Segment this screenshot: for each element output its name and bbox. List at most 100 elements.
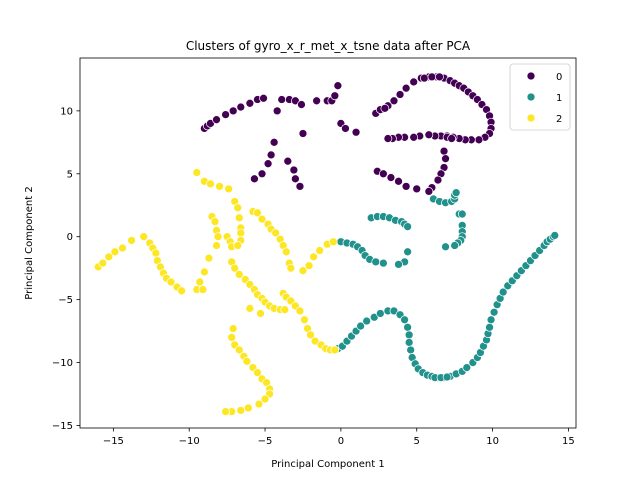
y-axis-label: Principal Component 2 xyxy=(24,186,35,299)
scatter-point-cluster-1-8 xyxy=(379,258,388,268)
legend-entries: 0 1 2 xyxy=(526,71,562,125)
scatter-point-cluster-2-73 xyxy=(328,237,338,247)
scatter-point-cluster-2-99 xyxy=(260,394,270,404)
scatter-point-cluster-0-66 xyxy=(424,130,434,140)
scatter-point-cluster-1-43 xyxy=(362,316,372,326)
scatter-point-cluster-1-52 xyxy=(404,338,414,347)
legend-marker-1 xyxy=(526,92,536,102)
scatter-point-cluster-2-39 xyxy=(236,228,246,238)
scatter-point-cluster-0-24 xyxy=(295,182,305,191)
scatter-point-cluster-2-27 xyxy=(204,253,214,263)
scatter-point-cluster-2-92 xyxy=(242,356,252,366)
y-tick-label: −15 xyxy=(52,421,73,432)
scatter-point-cluster-2-100 xyxy=(254,399,264,409)
scatter-point-cluster-0-68 xyxy=(409,132,419,142)
legend-box xyxy=(509,63,571,131)
scatter-point-cluster-0-90 xyxy=(412,184,422,194)
scatter-point-cluster-2-28 xyxy=(200,267,209,277)
scatter-point-cluster-2-5 xyxy=(127,236,136,245)
scatter-point-cluster-2-70 xyxy=(309,252,318,262)
scatter-point-cluster-0-77 xyxy=(380,103,390,113)
scatter-point-cluster-2-79 xyxy=(300,315,309,325)
scatter-point-cluster-0-37 xyxy=(395,90,405,99)
scatter-point-cluster-2-31 xyxy=(198,285,208,294)
scatter-point-cluster-0-19 xyxy=(297,100,306,109)
scatter-point-cluster-2-20 xyxy=(215,182,224,191)
x-tick-label: −5 xyxy=(258,436,273,447)
x-tick-label: 5 xyxy=(414,436,420,447)
legend-label-0: 0 xyxy=(556,72,562,83)
scatter-point-cluster-2-69 xyxy=(304,261,314,270)
scatter-point-cluster-2-3 xyxy=(110,247,120,257)
scatter-point-cluster-0-25 xyxy=(312,96,321,106)
scatter-point-cluster-0-36 xyxy=(389,96,399,106)
scatter-point-cluster-1-49 xyxy=(400,315,409,325)
x-axis-label: Principal Component 1 xyxy=(271,459,384,470)
scatter-point-cluster-0-13 xyxy=(263,159,273,169)
scatter-point-cluster-1-26 xyxy=(451,188,461,198)
plot-area-frame xyxy=(79,57,577,429)
scatter-point-cluster-2-21 xyxy=(224,184,233,194)
scatter-point-cluster-0-15 xyxy=(250,174,259,184)
scatter-point-cluster-1-17 xyxy=(403,247,412,257)
scatter-point-cluster-0-88 xyxy=(394,176,403,186)
scatter-point-cluster-0-29 xyxy=(333,81,343,91)
scatter-point-cluster-0-16 xyxy=(277,95,287,104)
legend-label-2: 2 xyxy=(556,114,562,125)
scatter-point-cluster-0-75 xyxy=(435,72,444,82)
scatter-point-cluster-2-104 xyxy=(221,407,230,416)
y-axis-ticks: −15 −10 −5 0 5 10 xyxy=(52,106,80,432)
scatter-point-cluster-2-88 xyxy=(227,333,237,342)
scatter-point-cluster-0-38 xyxy=(401,83,411,93)
scatter-point-cluster-1-53 xyxy=(406,345,416,355)
scatter-point-cluster-2-36 xyxy=(233,203,243,213)
scatter-point-cluster-2-26 xyxy=(212,241,221,250)
scatter-point-cluster-0-32 xyxy=(351,127,361,137)
scatter-point-cluster-2-25 xyxy=(213,232,223,242)
scatter-point-cluster-0-11 xyxy=(269,137,279,147)
scatter-point-cluster-0-4 xyxy=(221,110,230,119)
scatter-point-cluster-2-4 xyxy=(118,243,127,253)
scatter-point-cluster-2-43 xyxy=(230,263,240,273)
scatter-point-cluster-1-34 xyxy=(450,241,459,250)
scatter-point-cluster-2-41 xyxy=(233,241,243,250)
scatter-point-cluster-0-72 xyxy=(383,134,393,143)
scatter-point-cluster-0-5 xyxy=(228,106,238,116)
scatter-point-cluster-2-23 xyxy=(210,217,220,226)
scatter-point-cluster-1-45 xyxy=(375,309,385,318)
legend-marker-0 xyxy=(526,71,536,81)
scatter-point-cluster-0-31 xyxy=(341,124,350,133)
x-tick-label: 10 xyxy=(486,436,499,447)
scatter-point-cluster-0-78 xyxy=(439,146,449,156)
scatter-point-cluster-0-58 xyxy=(474,135,484,145)
scatter-point-cluster-0-12 xyxy=(266,150,276,160)
legend-marker-2 xyxy=(526,113,536,123)
scatter-point-cluster-2-9 xyxy=(151,248,161,258)
scatter-point-cluster-0-86 xyxy=(379,169,388,179)
scatter-point-cluster-2-62 xyxy=(271,228,281,238)
scatter-point-cluster-2-102 xyxy=(236,406,246,415)
y-tick-label: −5 xyxy=(58,295,73,306)
scatter-point-cluster-2-19 xyxy=(206,179,215,189)
scatter-point-cluster-2-16 xyxy=(177,286,186,296)
scatter-point-cluster-2-65 xyxy=(281,247,291,257)
scatter-point-cluster-1-73 xyxy=(486,315,496,325)
scatter-point-cluster-0-9 xyxy=(259,93,268,103)
scatter-point-cluster-1-28 xyxy=(457,209,467,219)
scatter-point-cluster-2-58 xyxy=(253,208,262,218)
scatter-point-cluster-2-44 xyxy=(234,270,244,279)
y-tick-label: 5 xyxy=(67,169,73,180)
scatter-point-cluster-0-14 xyxy=(257,169,267,179)
scatter-point-cluster-1-35 xyxy=(441,242,450,252)
scatter-point-cluster-0-22 xyxy=(289,165,299,175)
scatter-point-cluster-0-74 xyxy=(427,72,437,82)
scatter-point-cluster-2-81 xyxy=(306,330,315,340)
scatter-point-cluster-2-94 xyxy=(253,368,262,377)
scatter-point-cluster-2-17 xyxy=(192,168,202,177)
scatter-point-cluster-2-78 xyxy=(295,306,305,316)
scatter-point-cluster-0-23 xyxy=(291,174,300,184)
scatter-point-cluster-1-93 xyxy=(442,372,452,382)
scatter-point-cluster-0-79 xyxy=(441,154,450,164)
scatter-point-cluster-0-89 xyxy=(401,182,411,191)
scatter-point-cluster-2-101 xyxy=(244,403,253,413)
